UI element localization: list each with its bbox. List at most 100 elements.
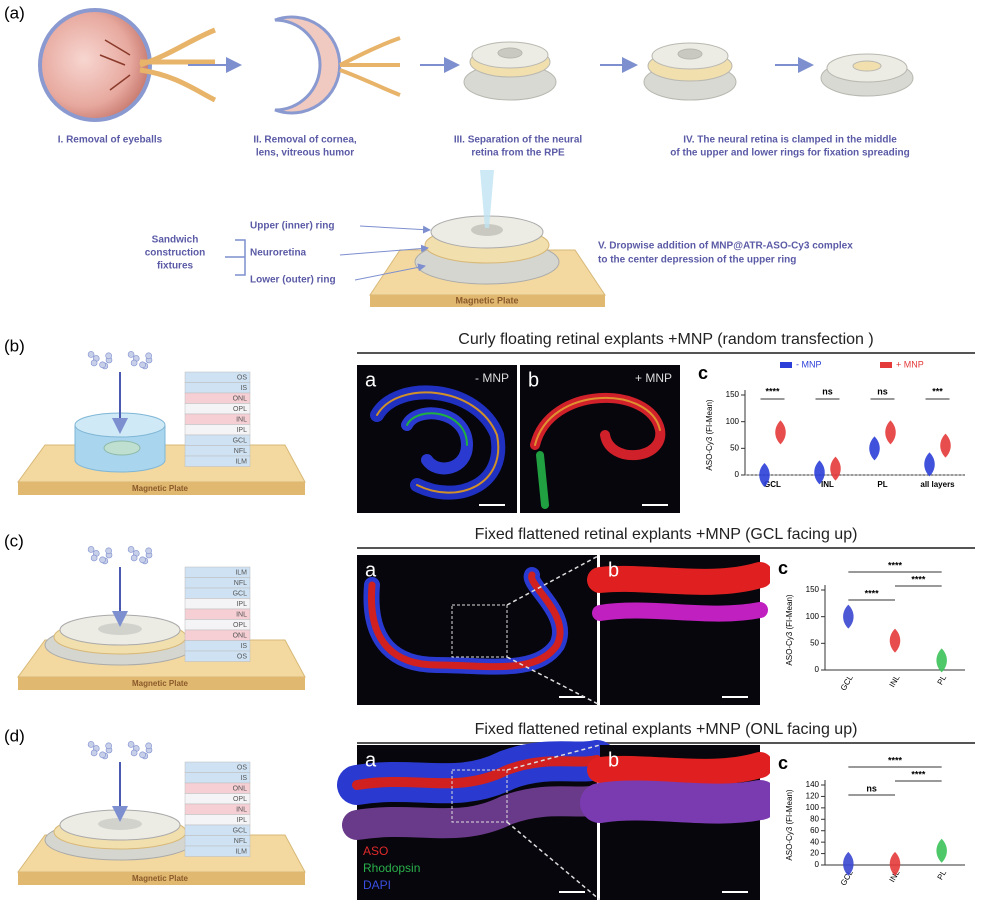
stain-label: ASO (363, 844, 388, 858)
y-tick-label: 20 (810, 849, 819, 858)
violin (775, 420, 786, 445)
layer-label: OPL (233, 796, 247, 803)
x-tick-label: INL (821, 480, 834, 489)
panel-label: (d) (4, 726, 25, 745)
image-letter: b (608, 749, 619, 771)
y-tick-label: 100 (806, 612, 820, 621)
tissue-signal (536, 451, 549, 509)
tissue-signal (367, 571, 564, 671)
image-letter: a (365, 369, 377, 391)
nanoparticle (130, 749, 138, 757)
x-tick-label: PL (936, 868, 949, 881)
zoom-line (506, 656, 601, 706)
plate-front (18, 677, 305, 690)
layer-label: INL (236, 611, 247, 618)
layer-label: IPL (236, 601, 247, 608)
y-tick-label: 120 (806, 792, 820, 801)
layer-label: IPL (236, 817, 247, 824)
violin (889, 851, 901, 876)
sig-label: ns (866, 783, 877, 793)
sandwich-fixture (225, 170, 606, 307)
layer-label: NFL (234, 838, 247, 845)
layer-label: OS (237, 653, 247, 660)
nanoparticle (130, 359, 138, 367)
x-tick-label: PL (936, 673, 949, 686)
layer-label: ONL (233, 395, 248, 402)
y-axis-label: ASO-Cy3 (FI-Mean) (785, 789, 794, 860)
layer-label: ILM (235, 458, 247, 465)
layer-label: IS (240, 385, 247, 392)
layer-label: INL (236, 806, 247, 813)
violin (936, 648, 947, 673)
explant (103, 440, 141, 456)
nanoparticle (90, 749, 98, 757)
ring-center (98, 623, 142, 635)
step-text: of the upper and lower rings for fixatio… (670, 148, 909, 159)
nanoparticle (127, 351, 135, 358)
nanoparticle (87, 741, 95, 748)
step-text: retina from the RPE (471, 148, 565, 159)
y-tick-label: 150 (726, 390, 740, 399)
sig-label: **** (865, 588, 880, 598)
tissue-signal (406, 412, 468, 446)
y-tick-label: 60 (810, 826, 819, 835)
nanoparticle (145, 547, 152, 555)
nanoparticle (139, 751, 146, 759)
nanoparticle (99, 751, 106, 759)
row-title: Fixed flattened retinal explants +MNP (G… (475, 526, 858, 543)
plot-letter: c (698, 363, 708, 383)
violin (843, 851, 854, 876)
tissue-signal (587, 752, 773, 785)
ring-label: Neuroretina (250, 248, 307, 259)
nanoparticle (90, 359, 98, 367)
step-text: II. Removal of cornea, (253, 135, 357, 146)
plate-front (18, 482, 305, 495)
y-tick-label: 50 (810, 638, 819, 647)
nanoparticle (105, 547, 112, 555)
sig-label: **** (765, 386, 780, 396)
nanoparticle (105, 742, 112, 750)
sandwich-label: construction (145, 248, 206, 259)
x-tick-label: GCL (764, 480, 781, 489)
plot-bg (690, 360, 975, 515)
sig-label: ns (822, 386, 833, 396)
retina-layer (184, 455, 251, 467)
nanoparticle (90, 554, 98, 562)
y-tick-label: 140 (806, 780, 820, 789)
y-tick-label: 40 (810, 837, 819, 846)
sig-label: *** (932, 386, 943, 396)
step-text: III. Separation of the neural (454, 135, 583, 146)
nanoparticle (127, 546, 135, 553)
layer-label: GCL (233, 437, 248, 444)
layer-label: IS (240, 775, 247, 782)
layer-label: OS (237, 374, 247, 381)
x-tick-label: all layers (920, 480, 955, 489)
violin (924, 452, 935, 477)
legend-label: - MNP (796, 359, 822, 369)
tissue-signal (352, 755, 602, 790)
zoom-line (506, 821, 601, 900)
plot-bg (770, 555, 975, 710)
nanoparticle (87, 351, 95, 358)
sig-label: ns (877, 386, 888, 396)
nanoparticle (99, 556, 106, 564)
layer-label: NFL (234, 448, 247, 455)
sig-label: **** (888, 755, 903, 765)
tissue-signal (376, 391, 500, 494)
row-title: Curly floating retinal explants +MNP (ra… (458, 331, 873, 348)
sandwich-label: Sandwich (152, 235, 199, 246)
violin (940, 433, 951, 458)
layer-label: GCL (233, 590, 248, 597)
ring-label: Upper (inner) ring (250, 221, 334, 232)
layer-label: OS (237, 764, 247, 771)
step-text: V. Dropwise addition of MNP@ATR-ASO-Cy3 … (598, 241, 853, 252)
ring-center (98, 818, 142, 830)
y-tick-label: 100 (726, 417, 740, 426)
violin (814, 460, 825, 485)
nanoparticle (127, 741, 135, 748)
legend-label: + MNP (896, 359, 924, 369)
layer-label: NFL (234, 580, 247, 587)
tissue-signal (580, 780, 780, 824)
image-tag: - MNP (475, 371, 509, 385)
step-text: IV. The neural retina is clamped in the … (683, 135, 897, 146)
